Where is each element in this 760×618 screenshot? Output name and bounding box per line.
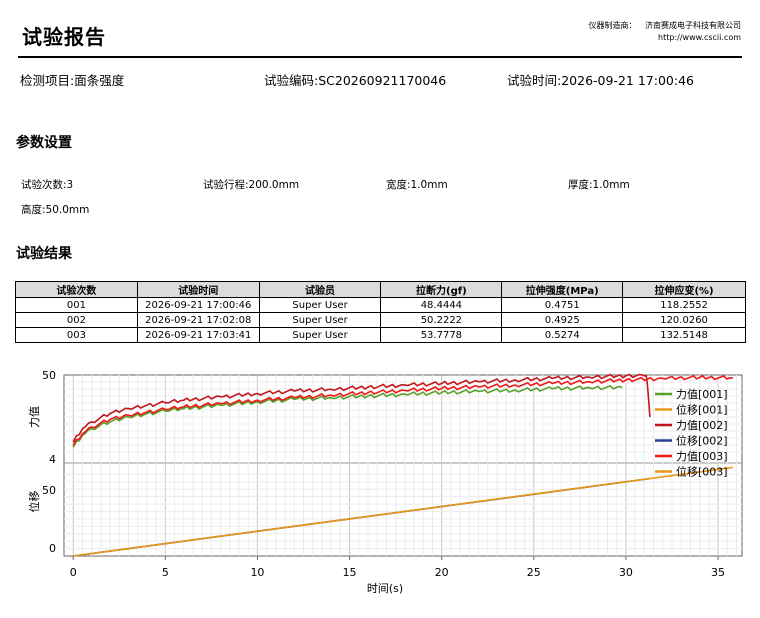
x-tick-label: 15 — [343, 566, 357, 579]
cell-test-time: 2026-09-21 17:02:08 — [136, 312, 260, 328]
legend-entry: 位移[003] — [676, 465, 728, 479]
table-row: 003 2026-09-21 17:03:41 Super User 53.77… — [15, 327, 746, 343]
cell-operator: Super User — [258, 312, 382, 328]
cell-break-force: 50.2222 — [380, 312, 503, 328]
x-tick-label: 30 — [619, 566, 633, 579]
cell-test-no: 001 — [15, 297, 138, 313]
x-tick-label: 35 — [711, 566, 725, 579]
table-row: 001 2026-09-21 17:00:46 Super User 48.44… — [15, 297, 746, 313]
cell-tensile-strain: 132.5148 — [622, 327, 746, 343]
param-test-stroke: 试验行程:200.0mm — [203, 179, 300, 191]
results-table: 试验次数 试验时间 试验员 拉断力(gf) 拉伸强度(MPa) 拉伸应变(%) … — [15, 281, 746, 343]
table-row: 002 2026-09-21 17:02:08 Super User 50.22… — [15, 312, 746, 328]
report-title: 试验报告 — [22, 25, 106, 49]
x-tick-label: 5 — [162, 566, 169, 579]
results-section-title: 试验结果 — [16, 246, 72, 262]
plot-frame — [63, 374, 743, 557]
cell-test-no: 002 — [15, 312, 138, 328]
y-tick-label: 4 — [49, 453, 56, 466]
y-tick-label: 50 — [42, 369, 56, 382]
col-header-operator: 试验员 — [258, 281, 382, 298]
cell-tensile-strain: 120.0260 — [622, 312, 746, 328]
manufacturer-name: 济南赛成电子科技有限公司 — [645, 21, 741, 30]
results-header-row: 试验次数 试验时间 试验员 拉断力(gf) 拉伸强度(MPa) 拉伸应变(%) — [15, 281, 746, 298]
param-height: 高度:50.0mm — [21, 204, 90, 216]
cell-tensile-strength: 0.5274 — [501, 327, 624, 343]
info-test-time: 试验时间:2026-09-21 17:00:46 — [507, 73, 694, 88]
manufacturer-info: 仪器制造商： 济南赛成电子科技有限公司 http://www.cscii.com — [588, 20, 741, 44]
param-test-count: 试验次数:3 — [21, 179, 74, 191]
legend-entry: 力值[002] — [676, 419, 728, 432]
legend-entry: 位移[002] — [676, 434, 728, 448]
col-header-tensile-strength: 拉伸强度(MPa) — [501, 281, 624, 298]
y-tick-label: 50 — [42, 484, 56, 497]
website-link[interactable]: http://www.cscii.com — [658, 33, 741, 42]
col-header-tensile-strain: 拉伸应变(%) — [622, 281, 746, 298]
manufacturer-label: 仪器制造商： — [588, 21, 637, 30]
series-line — [73, 466, 733, 557]
cell-tensile-strength: 0.4751 — [501, 297, 624, 313]
params-section-title: 参数设置 — [16, 135, 72, 151]
series-line — [72, 374, 733, 446]
cell-break-force: 53.7778 — [380, 327, 503, 343]
force-displacement-chart: 50 4 力值 50 0 位移 0 5 10 15 20 25 30 35 时间(s) 力值[001] 位移[0… — [27, 369, 743, 595]
x-tick-label: 25 — [527, 566, 541, 579]
col-header-break-force: 拉断力(gf) — [380, 281, 503, 298]
x-tick-label: 10 — [250, 566, 264, 579]
cell-operator: Super User — [258, 327, 382, 343]
info-test-code: 试验编码:SC20260921170046 — [264, 73, 447, 88]
param-width: 宽度:1.0mm — [386, 179, 448, 191]
cell-test-no: 003 — [15, 327, 138, 343]
cell-test-time: 2026-09-21 17:00:46 — [136, 297, 260, 313]
cell-operator: Super User — [258, 297, 382, 313]
col-header-test-no: 试验次数 — [15, 281, 138, 298]
y-axis-label: 位移 — [27, 491, 41, 513]
param-thickness: 厚度:1.0mm — [568, 179, 630, 191]
x-axis-label: 时间(s) — [367, 582, 403, 595]
series-line — [72, 373, 651, 443]
cell-tensile-strength: 0.4925 — [501, 312, 624, 328]
header-divider — [18, 56, 742, 58]
legend-entry: 位移[001] — [676, 403, 728, 417]
cell-tensile-strain: 118.2552 — [622, 297, 746, 313]
col-header-test-time: 试验时间 — [136, 281, 260, 298]
cell-test-time: 2026-09-21 17:03:41 — [136, 327, 260, 343]
cell-break-force: 48.4444 — [380, 297, 503, 313]
x-tick-label: 20 — [435, 566, 449, 579]
info-project: 检测项目:面条强度 — [20, 73, 125, 88]
legend-entry: 力值[001] — [676, 388, 728, 401]
series-line — [72, 384, 623, 448]
x-tick-label: 0 — [70, 566, 77, 579]
y-axis-label: 力值 — [28, 406, 41, 428]
legend-entry: 力值[003] — [676, 450, 728, 463]
y-tick-label: 0 — [49, 542, 56, 555]
